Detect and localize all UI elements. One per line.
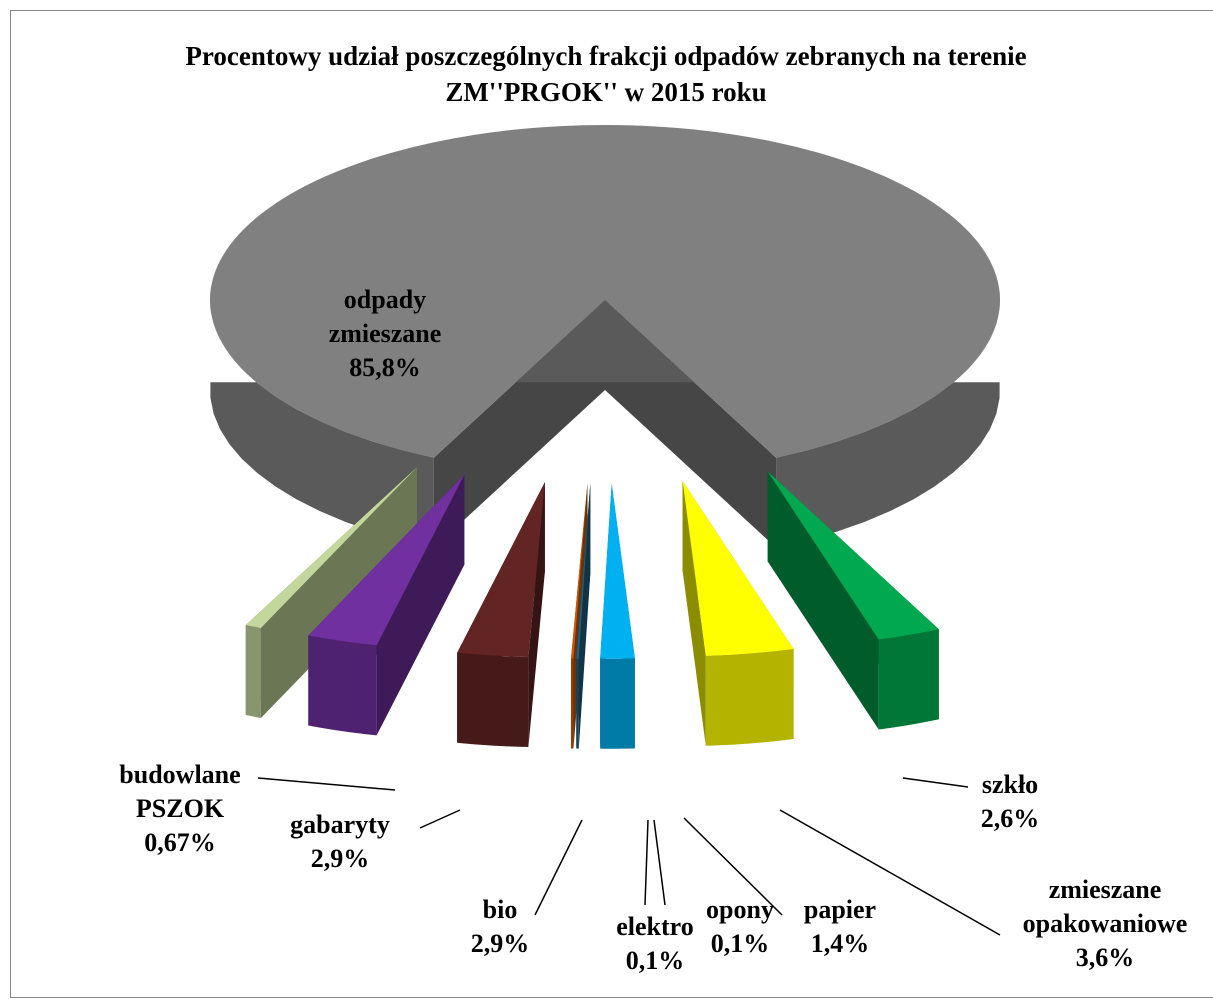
category-label: odpady zmieszane (328, 285, 442, 348)
value-label: 2,6% (980, 804, 1040, 833)
chart-title: Procentowy udział poszczególnych frakcji… (185, 41, 1027, 107)
leader-line (534, 819, 583, 916)
slice-side (576, 658, 579, 749)
leader-line (644, 819, 649, 906)
data-label: zmieszane opakowaniowe 3,6% (995, 873, 1213, 975)
leader-line (653, 819, 666, 906)
slice-wall (767, 471, 879, 730)
data-label: gabaryty 2,9% (260, 808, 420, 876)
data-label: elektro 0,1% (600, 910, 710, 978)
slice (600, 483, 635, 659)
data-label: papier 1,4% (780, 893, 900, 961)
slice-side (308, 635, 377, 736)
data-label: budowlane PSZOK 0,67% (100, 758, 260, 860)
value-label: 2,9% (470, 929, 530, 958)
slice-wall (576, 483, 591, 749)
slice-side (878, 629, 939, 730)
slice-wall (245, 467, 417, 715)
value-label: 0,1% (625, 946, 685, 975)
slice-side (705, 649, 794, 746)
category-label: opony (706, 895, 774, 924)
leader-line (779, 809, 1001, 936)
data-label: szkło 2,6% (950, 768, 1070, 836)
category-label: szkło (981, 770, 1039, 799)
category-label: bio (482, 895, 518, 924)
value-label: 0,1% (710, 929, 770, 958)
leader-line (419, 809, 461, 829)
slice-wall (570, 483, 588, 749)
category-label: gabaryty (290, 810, 390, 839)
category-label: budowlane PSZOK (119, 760, 241, 823)
slice-side (457, 652, 529, 747)
data-label: opony 0,1% (695, 893, 785, 961)
slice (767, 471, 939, 640)
chart-frame (10, 10, 1213, 998)
slice-side (600, 658, 635, 749)
data-label: bio 2,9% (450, 893, 550, 961)
value-label: 2,9% (310, 844, 370, 873)
leader-line (902, 777, 969, 788)
slice (308, 474, 465, 646)
value-label: 0,67% (144, 828, 216, 857)
slice-side (570, 658, 574, 749)
slice (570, 483, 588, 659)
slice (682, 481, 794, 656)
slice (245, 467, 417, 629)
value-label: 3,6% (1075, 943, 1135, 972)
slice-side (245, 624, 261, 719)
value-label: 1,4% (810, 929, 870, 958)
value-label: 85,8% (349, 353, 421, 382)
leader-line (257, 777, 396, 791)
data-label: odpady zmieszane 85,8% (300, 283, 470, 385)
category-label: papier (803, 895, 877, 924)
slice-wall (682, 481, 706, 746)
slice (576, 483, 591, 659)
leader-line (683, 817, 783, 916)
category-label: elektro (616, 912, 694, 941)
slice (457, 482, 545, 657)
category-label: zmieszane opakowaniowe (1022, 875, 1188, 938)
slice (209, 125, 1001, 458)
